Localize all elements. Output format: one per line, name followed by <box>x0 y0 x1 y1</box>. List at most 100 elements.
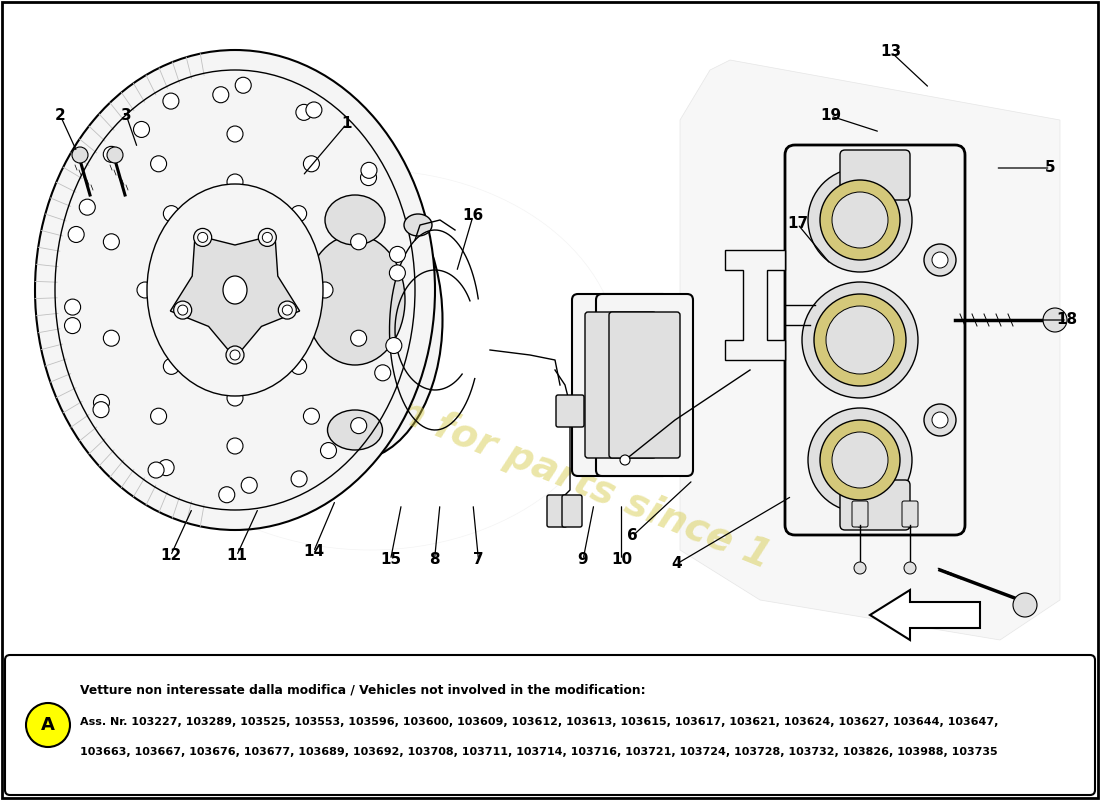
Ellipse shape <box>267 180 442 460</box>
Polygon shape <box>870 590 980 640</box>
Ellipse shape <box>103 146 119 162</box>
Ellipse shape <box>147 184 323 396</box>
Circle shape <box>932 412 948 428</box>
Ellipse shape <box>389 265 406 281</box>
Ellipse shape <box>230 350 240 360</box>
Text: Vetture non interessate dalla modifica / Vehicles not involved in the modificati: Vetture non interessate dalla modifica /… <box>80 683 646 697</box>
Ellipse shape <box>802 282 918 398</box>
Text: 8: 8 <box>429 553 440 567</box>
Ellipse shape <box>304 408 319 424</box>
Ellipse shape <box>223 276 248 304</box>
Ellipse shape <box>103 330 120 346</box>
Text: 103663, 103667, 103676, 103677, 103689, 103692, 103708, 103711, 103714, 103716, : 103663, 103667, 103676, 103677, 103689, … <box>80 747 998 757</box>
Ellipse shape <box>808 168 912 272</box>
Ellipse shape <box>235 78 251 94</box>
Circle shape <box>620 455 630 465</box>
Circle shape <box>846 726 864 744</box>
Ellipse shape <box>317 282 333 298</box>
Ellipse shape <box>262 233 273 242</box>
Ellipse shape <box>194 229 211 246</box>
Text: 17: 17 <box>786 217 808 231</box>
FancyBboxPatch shape <box>547 495 567 527</box>
Ellipse shape <box>227 126 243 142</box>
Text: 11: 11 <box>226 549 248 563</box>
Ellipse shape <box>164 358 179 374</box>
Text: 3: 3 <box>121 109 132 123</box>
Text: 14: 14 <box>302 545 324 559</box>
Ellipse shape <box>178 305 188 315</box>
Ellipse shape <box>306 102 322 118</box>
Ellipse shape <box>305 235 405 365</box>
Text: 18: 18 <box>1056 313 1078 327</box>
Ellipse shape <box>351 330 366 346</box>
Ellipse shape <box>375 365 390 381</box>
FancyBboxPatch shape <box>840 480 910 530</box>
Ellipse shape <box>386 338 402 354</box>
FancyBboxPatch shape <box>556 395 584 427</box>
Ellipse shape <box>292 471 307 487</box>
Circle shape <box>904 562 916 574</box>
Ellipse shape <box>361 170 376 186</box>
FancyBboxPatch shape <box>596 294 693 476</box>
Ellipse shape <box>219 486 234 502</box>
FancyBboxPatch shape <box>562 495 582 527</box>
Ellipse shape <box>120 170 620 550</box>
Polygon shape <box>680 60 1060 640</box>
Ellipse shape <box>820 420 900 500</box>
Ellipse shape <box>151 408 166 424</box>
Text: 4: 4 <box>671 557 682 571</box>
Ellipse shape <box>227 390 243 406</box>
Ellipse shape <box>94 394 110 410</box>
Ellipse shape <box>320 442 337 458</box>
Ellipse shape <box>148 462 164 478</box>
Ellipse shape <box>278 301 296 319</box>
FancyBboxPatch shape <box>572 294 669 476</box>
Ellipse shape <box>832 192 888 248</box>
Circle shape <box>924 244 956 276</box>
Ellipse shape <box>227 174 243 190</box>
Ellipse shape <box>304 156 319 172</box>
Text: 13: 13 <box>880 45 902 59</box>
Ellipse shape <box>133 122 150 138</box>
Ellipse shape <box>138 282 153 298</box>
FancyBboxPatch shape <box>902 501 918 527</box>
Text: 12: 12 <box>160 549 182 563</box>
Ellipse shape <box>174 301 191 319</box>
FancyBboxPatch shape <box>785 145 965 535</box>
Circle shape <box>26 703 70 747</box>
Ellipse shape <box>852 513 867 527</box>
Ellipse shape <box>226 346 244 364</box>
Circle shape <box>854 562 866 574</box>
Ellipse shape <box>68 226 85 242</box>
Ellipse shape <box>79 199 96 215</box>
Ellipse shape <box>820 180 900 260</box>
Ellipse shape <box>65 299 80 315</box>
FancyBboxPatch shape <box>840 150 910 200</box>
Text: A: A <box>41 716 55 734</box>
Ellipse shape <box>808 408 912 512</box>
FancyBboxPatch shape <box>852 501 868 527</box>
Ellipse shape <box>903 513 917 527</box>
Polygon shape <box>170 235 299 358</box>
Circle shape <box>1043 308 1067 332</box>
Circle shape <box>932 252 948 268</box>
Polygon shape <box>725 250 785 360</box>
Text: 7: 7 <box>473 553 484 567</box>
Ellipse shape <box>283 305 293 315</box>
Ellipse shape <box>832 432 888 488</box>
Circle shape <box>107 147 123 163</box>
Ellipse shape <box>361 162 377 178</box>
Ellipse shape <box>389 246 406 262</box>
Ellipse shape <box>94 402 109 418</box>
FancyBboxPatch shape <box>609 312 680 458</box>
Ellipse shape <box>164 206 179 222</box>
Ellipse shape <box>227 438 243 454</box>
Text: Ass. Nr. 103227, 103289, 103525, 103553, 103596, 103600, 103609, 103612, 103613,: Ass. Nr. 103227, 103289, 103525, 103553,… <box>80 717 999 727</box>
Ellipse shape <box>351 234 366 250</box>
Ellipse shape <box>212 86 229 102</box>
Circle shape <box>72 147 88 163</box>
Ellipse shape <box>826 306 894 374</box>
Text: 9: 9 <box>578 553 588 567</box>
Ellipse shape <box>65 318 80 334</box>
Ellipse shape <box>103 234 120 250</box>
